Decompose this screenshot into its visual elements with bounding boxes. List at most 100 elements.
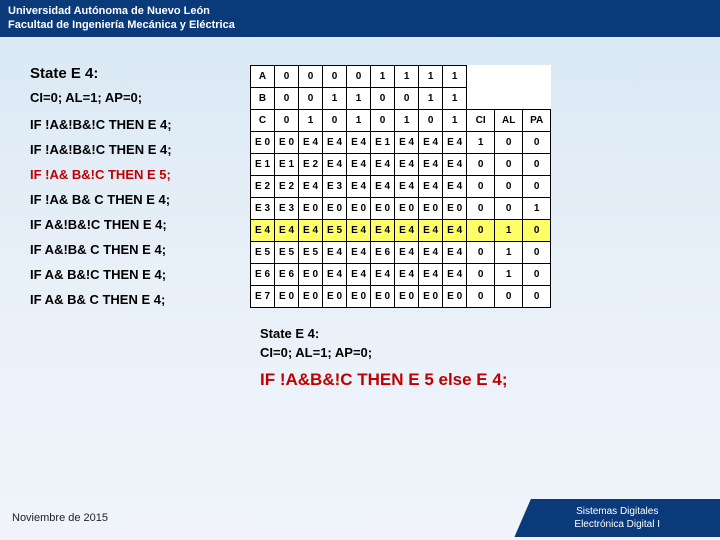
state-table: A00001111B00110011C01010101CIALPAE 0E 0E…	[250, 65, 551, 308]
table-cell: 0	[371, 109, 395, 131]
table-cell: E 0	[443, 285, 467, 307]
table-cell: 0	[523, 241, 551, 263]
table-cell: E 0	[299, 197, 323, 219]
footer-course: Sistemas Digitales Electrónica Digital I	[514, 499, 720, 537]
table-cell: 0	[395, 87, 419, 109]
table-cell: E 7	[251, 285, 275, 307]
table-cell: 1	[323, 87, 347, 109]
summary-outputs: CI=0; AL=1; AP=0;	[260, 343, 700, 363]
table-cell: 1	[419, 87, 443, 109]
table-cell: 0	[275, 87, 299, 109]
table-cell: E 0	[419, 285, 443, 307]
table-cell: E 4	[443, 131, 467, 153]
table-row: E 4E 4E 4E 5E 4E 4E 4E 4E 4010	[251, 219, 551, 241]
table-cell: E 5	[275, 241, 299, 263]
table-cell: 1	[419, 65, 443, 87]
rule-line: IF !A&!B&!C THEN E 4;	[30, 142, 230, 157]
summary-rule: IF !A&B&!C THEN E 5 else E 4;	[260, 367, 700, 393]
summary-box: State E 4: CI=0; AL=1; AP=0; IF !A&B&!C …	[260, 324, 700, 393]
rule-line: IF A& B& C THEN E 4;	[30, 292, 230, 307]
rule-line: IF !A& B&!C THEN E 5;	[30, 167, 230, 182]
table-cell: E 4	[371, 175, 395, 197]
table-cell: E 2	[251, 175, 275, 197]
table-cell: E 4	[299, 219, 323, 241]
footer-date: Noviembre de 2015	[0, 512, 514, 524]
university-name: Universidad Autónoma de Nuevo León	[8, 4, 712, 18]
table-cell	[467, 87, 495, 109]
table-cell: 1	[443, 65, 467, 87]
table-cell: E 5	[323, 219, 347, 241]
table-cell: E 6	[275, 263, 299, 285]
table-cell: E 4	[371, 263, 395, 285]
table-row: E 2E 2E 4E 3E 4E 4E 4E 4E 4000	[251, 175, 551, 197]
table-cell: 1	[523, 197, 551, 219]
table-cell: E 4	[419, 131, 443, 153]
table-cell: 0	[523, 263, 551, 285]
table-cell: 0	[299, 65, 323, 87]
course-line2: Electrónica Digital I	[574, 518, 660, 531]
rule-line: IF A&!B&!C THEN E 4;	[30, 217, 230, 232]
table-cell: 0	[495, 197, 523, 219]
table-cell: 0	[467, 219, 495, 241]
table-cell: E 6	[251, 263, 275, 285]
table-cell: 1	[371, 65, 395, 87]
table-cell: E 5	[299, 241, 323, 263]
table-cell: 1	[395, 65, 419, 87]
table-cell: E 1	[251, 153, 275, 175]
table-cell: 1	[443, 87, 467, 109]
table-cell: E 1	[371, 131, 395, 153]
table-cell: E 0	[251, 131, 275, 153]
outputs-line: CI=0; AL=1; AP=0;	[30, 90, 230, 105]
table-cell: E 4	[419, 241, 443, 263]
table-cell: E 4	[419, 153, 443, 175]
table-cell: E 0	[323, 285, 347, 307]
table-cell: E 4	[371, 153, 395, 175]
table-cell: E 3	[323, 175, 347, 197]
table-cell: 1	[495, 241, 523, 263]
table-cell: 0	[523, 219, 551, 241]
table-cell: E 4	[371, 219, 395, 241]
table-cell: E 3	[275, 197, 299, 219]
table-cell: E 0	[347, 197, 371, 219]
table-cell: E 4	[395, 219, 419, 241]
table-cell: 0	[495, 175, 523, 197]
table-cell: E 4	[251, 219, 275, 241]
table-cell: E 0	[419, 197, 443, 219]
table-cell: E 4	[347, 131, 371, 153]
slide-footer: Noviembre de 2015 Sistemas Digitales Ele…	[0, 496, 720, 540]
table-cell: E 0	[323, 197, 347, 219]
table-cell: E 2	[275, 175, 299, 197]
table-cell: E 4	[347, 263, 371, 285]
table-cell: E 4	[347, 175, 371, 197]
table-cell: E 4	[443, 175, 467, 197]
table-cell: E 1	[275, 153, 299, 175]
state-title: State E 4:	[30, 65, 230, 82]
table-cell: 0	[323, 109, 347, 131]
table-cell: E 6	[371, 241, 395, 263]
table-row: E 5E 5E 5E 4E 4E 6E 4E 4E 4010	[251, 241, 551, 263]
table-cell: E 4	[419, 219, 443, 241]
rule-line: IF A& B&!C THEN E 4;	[30, 267, 230, 282]
table-cell: E 4	[347, 153, 371, 175]
table-cell: E 0	[299, 263, 323, 285]
table-cell: E 4	[275, 219, 299, 241]
table-cell: E 4	[443, 241, 467, 263]
faculty-name: Facultad de Ingeniería Mecánica y Eléctr…	[8, 18, 712, 32]
table-cell: E 5	[251, 241, 275, 263]
table-cell: 0	[323, 65, 347, 87]
table-row: E 1E 1E 2E 4E 4E 4E 4E 4E 4000	[251, 153, 551, 175]
table-cell: E 2	[299, 153, 323, 175]
course-line1: Sistemas Digitales	[574, 505, 660, 518]
table-cell: 1	[495, 219, 523, 241]
table-cell: E 4	[419, 263, 443, 285]
table-cell: E 4	[323, 241, 347, 263]
table-header-row: A00001111	[251, 65, 551, 87]
table-cell: 1	[347, 109, 371, 131]
table-cell: 0	[495, 153, 523, 175]
main-content: State E 4: CI=0; AL=1; AP=0; IF !A&!B&!C…	[0, 37, 720, 403]
summary-state: State E 4:	[260, 324, 700, 344]
table-cell: 0	[371, 87, 395, 109]
table-row: E 7E 0E 0E 0E 0E 0E 0E 0E 0000	[251, 285, 551, 307]
rule-line: IF !A& B& C THEN E 4;	[30, 192, 230, 207]
table-cell: 0	[347, 65, 371, 87]
